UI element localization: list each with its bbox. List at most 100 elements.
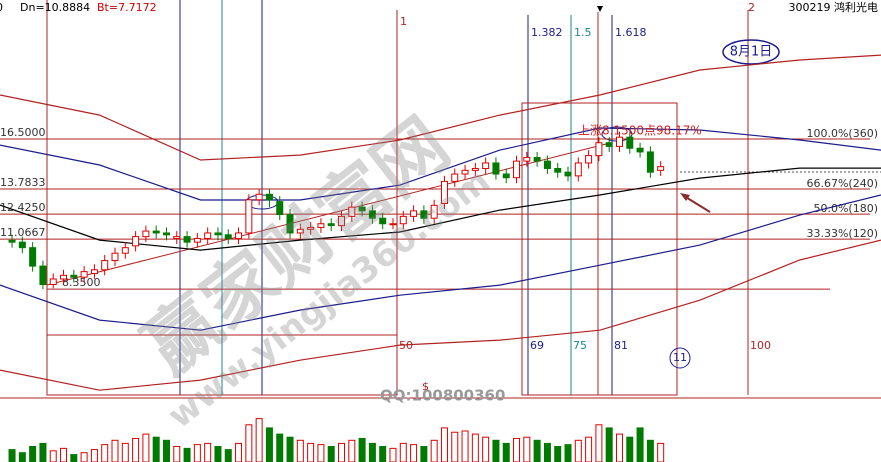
volume-bar xyxy=(605,427,613,462)
volume-bar xyxy=(183,447,191,462)
candle-body xyxy=(636,147,644,153)
annotation: 81 xyxy=(614,339,628,352)
volume-bar xyxy=(626,436,634,462)
volume-bar xyxy=(585,436,593,462)
volume-bar xyxy=(615,433,623,462)
volume-bar xyxy=(18,452,26,462)
volume-bar xyxy=(296,439,304,462)
volume-bar xyxy=(564,444,572,462)
candle-body xyxy=(533,156,541,162)
candle-body xyxy=(615,136,623,147)
annotation: 1.382 xyxy=(531,26,563,39)
volume-bar xyxy=(358,437,366,462)
indicator-line xyxy=(0,194,881,331)
candle-body xyxy=(348,206,356,217)
volume-bar xyxy=(348,439,356,462)
candle-body xyxy=(358,206,366,212)
volume-bar xyxy=(142,433,150,462)
annotation: $ xyxy=(422,380,429,393)
annotation: QQ:100800360 xyxy=(380,387,505,405)
indicator-line xyxy=(0,127,881,201)
highlight xyxy=(722,39,780,65)
volume-bar xyxy=(646,439,654,462)
candle-body xyxy=(8,239,16,243)
candle-body xyxy=(502,173,510,179)
candle-body xyxy=(564,171,572,177)
annotation: 1 xyxy=(400,15,407,28)
indicator-line xyxy=(0,54,881,161)
candle-body xyxy=(90,269,98,274)
candle-body xyxy=(296,228,304,234)
y-tick-label: 8.3500 xyxy=(62,276,101,289)
candle-body xyxy=(173,236,181,239)
indicator-line xyxy=(0,167,881,251)
volume-bar xyxy=(8,449,16,462)
volume-bar xyxy=(60,447,68,462)
volume-bar xyxy=(327,446,335,462)
header: 0 xyxy=(0,1,3,14)
volume-bar xyxy=(193,444,201,462)
annotation: 2 xyxy=(748,1,755,14)
annotation: 11 xyxy=(673,351,687,364)
candle-body xyxy=(543,160,551,169)
volume-bar xyxy=(90,449,98,462)
volume-bar xyxy=(636,427,644,462)
marker xyxy=(597,6,603,12)
volume-bar xyxy=(502,442,510,462)
right-label: 50.0%(180) xyxy=(813,202,878,215)
arrow xyxy=(683,195,711,213)
candle-body xyxy=(39,265,47,286)
volume-bar xyxy=(533,439,541,462)
volume-bar xyxy=(595,424,603,462)
candle-body xyxy=(523,156,531,162)
candle-body xyxy=(183,236,191,243)
candle-body xyxy=(574,162,582,177)
candle-body xyxy=(235,232,243,239)
candle-body xyxy=(595,142,603,157)
right-label: 66.67%(240) xyxy=(806,177,878,190)
volume-bar xyxy=(111,439,119,462)
candle-body xyxy=(389,223,397,226)
volume-bar xyxy=(173,446,181,462)
volume-bar xyxy=(245,424,253,462)
y-tick-label: 13.7833 xyxy=(0,176,46,189)
volume-bar xyxy=(420,446,428,462)
volume-bar xyxy=(204,442,212,462)
candle-body xyxy=(379,217,387,225)
candle-body xyxy=(471,167,479,171)
candle-body xyxy=(605,142,613,147)
candle-body xyxy=(461,169,469,175)
candle-body xyxy=(646,151,654,173)
volume-bar xyxy=(276,433,284,462)
volume-bar xyxy=(523,436,531,462)
candle-body xyxy=(410,210,418,217)
y-tick-label: 11.0667 xyxy=(0,226,46,239)
volume-bar xyxy=(121,442,129,462)
volume-bar xyxy=(29,446,37,462)
annotation: 1.5 xyxy=(574,26,592,39)
candle-body xyxy=(585,155,593,164)
candle-body xyxy=(70,274,78,278)
candle-body xyxy=(193,237,201,243)
volume-bar xyxy=(70,454,78,462)
candle-body xyxy=(101,260,109,271)
volume-bar xyxy=(255,418,263,462)
candle-body xyxy=(121,247,129,254)
volume-bar xyxy=(574,439,582,462)
volume-bar xyxy=(410,444,418,462)
volume-bar xyxy=(101,444,109,462)
candle-body xyxy=(18,241,26,249)
annotation: 100 xyxy=(750,339,771,352)
y-tick-label: 12.4250 xyxy=(0,201,46,214)
volume-bar xyxy=(379,446,387,462)
candle-body xyxy=(60,274,68,280)
candle-body xyxy=(626,136,634,149)
annotation: 8月1日 xyxy=(730,45,773,60)
annotation: 69 xyxy=(530,339,544,352)
volume-bar xyxy=(307,442,315,462)
volume-bar xyxy=(214,446,222,462)
volume-bar xyxy=(440,427,448,462)
candle-body xyxy=(327,223,335,227)
volume-bar xyxy=(162,439,170,462)
